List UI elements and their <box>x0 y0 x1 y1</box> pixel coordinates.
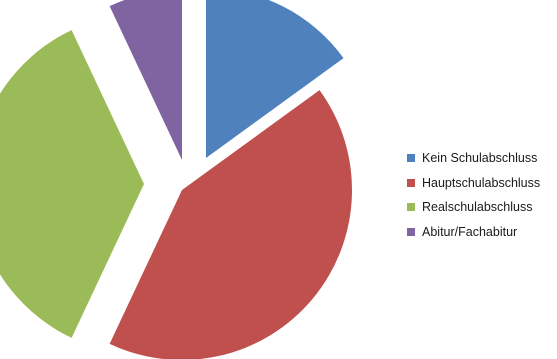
legend-label: Realschulabschluss <box>422 200 533 214</box>
chart-legend: Kein Schulabschluss Hauptschulabschluss … <box>407 148 555 246</box>
pie-slice-realschulabschluss <box>0 30 144 338</box>
legend-label: Kein Schulabschluss <box>422 151 538 165</box>
legend-item-kein-schulabschluss: Kein Schulabschluss <box>407 148 555 168</box>
legend-swatch <box>407 154 415 162</box>
legend-item-abitur-fachabitur: Abitur/Fachabitur <box>407 222 555 242</box>
pie-slices <box>0 0 353 359</box>
legend-label: Hauptschulabschluss <box>422 175 541 190</box>
pie-slice-kein-schulabschluss <box>206 0 344 158</box>
pie-slice-abitur-fachabitur <box>109 0 182 160</box>
legend-swatch <box>407 178 415 187</box>
legend-swatch <box>407 227 415 236</box>
pie-slice-hauptschulabschluss <box>109 90 353 359</box>
legend-swatch <box>407 203 415 211</box>
legend-item-hauptschulabschluss: Hauptschulabschluss <box>407 173 555 193</box>
legend-label: Abitur/Fachabitur <box>422 224 518 239</box>
legend-item-realschulabschluss: Realschulabschluss <box>407 197 555 217</box>
